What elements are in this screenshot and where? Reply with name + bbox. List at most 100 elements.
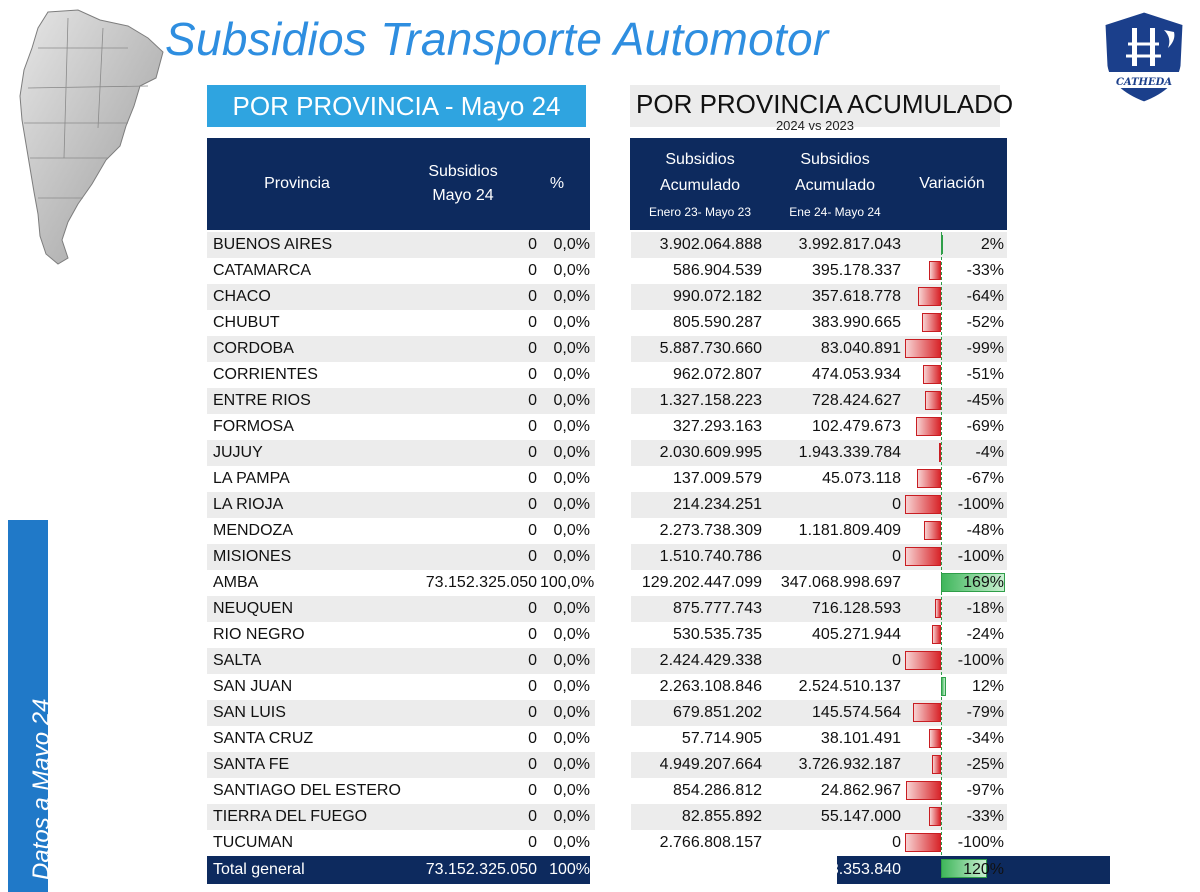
variation-bar [905,339,941,358]
cell-acumulado-2024: 55.147.000 [820,808,901,825]
total-pct: 100% [549,861,590,878]
row-bg-right [631,388,1007,414]
total-row: Total general 73.152.325.050 100% 165.64… [207,856,1110,884]
cell-acumulado-2024: 24.862.967 [820,782,901,799]
sidebar-label: Datos a Mayo 24 [28,698,55,880]
cell-pct: 0,0% [553,808,590,825]
cell-acumulado-2023: 679.851.202 [673,704,762,721]
left-table-header: Provincia Subsidios Mayo 24 % [207,138,590,230]
cell-provincia: SALTA [213,652,262,669]
header-subsidios-line1: Subsidios [428,163,498,180]
cell-acumulado-2023: 962.072.807 [673,366,762,383]
svg-text:CATHEDA: CATHEDA [1116,77,1172,88]
cell-pct: 0,0% [553,704,590,721]
cell-acumulado-2023: 4.949.207.664 [659,756,762,773]
cell-pct: 0,0% [553,496,590,513]
cell-subsidios: 0 [528,652,537,669]
cell-provincia: SANTA CRUZ [213,730,314,747]
cell-subsidios: 0 [528,262,537,279]
argentina-map-icon [19,9,164,265]
cell-acumulado-2024: 405.271.944 [812,626,901,643]
cell-acumulado-2023: 137.009.579 [673,470,762,487]
cell-pct: 0,0% [553,548,590,565]
cell-pct: 0,0% [553,678,590,695]
variation-bar [917,287,941,306]
cell-acumulado-2024: 395.178.337 [812,262,901,279]
right-subtitle: 2024 vs 2023 [775,118,855,133]
total-acumulado-2024: 364.393.353.840 [780,861,901,878]
cell-subsidios: 0 [528,444,537,461]
header-variacion: Variación [919,175,985,192]
header-col1-line3: Enero 23- Mayo 23 [648,205,752,219]
table-row: SAN JUAN 0 0,0% 2.263.108.846 2.524.510.137 1… [207,674,1007,700]
cell-variacion: -100% [957,652,1004,669]
table-row: MISIONES 0 0,0% 1.510.740.786 0 -100% [207,544,1007,570]
cell-pct: 100,0% [540,574,595,591]
cell-pct: 0,0% [553,626,590,643]
cell-acumulado-2023: 854.286.812 [673,782,762,799]
row-bg-left [207,700,595,726]
cell-subsidios: 0 [528,288,537,305]
cell-variacion: -33% [966,808,1004,825]
variation-bar [912,703,941,722]
variation-bar [905,547,941,566]
page-title: Subsidios Transporte Automotor [165,13,829,65]
row-bg-left [207,648,595,674]
row-bg-right [631,440,1007,466]
cell-pct: 0,0% [553,834,590,851]
cell-provincia: TUCUMAN [213,834,293,851]
row-bg-right [631,284,1007,310]
cell-provincia: SAN JUAN [213,678,293,695]
cell-acumulado-2023: 2.424.429.338 [659,652,762,669]
cell-subsidios: 0 [528,314,537,331]
cell-pct: 0,0% [553,288,590,305]
cell-provincia: TIERRA DEL FUEGO [213,808,368,825]
cell-pct: 0,0% [553,782,590,799]
cell-acumulado-2024: 45.073.118 [822,470,901,487]
cell-provincia: CHACO [213,288,271,305]
cell-pct: 0,0% [553,366,590,383]
cell-acumulado-2023: 5.887.730.660 [659,340,762,357]
table-row: TIERRA DEL FUEGO 0 0,0% 82.855.892 55.147.00… [207,804,1007,830]
cell-subsidios: 0 [528,600,537,617]
cell-subsidios: 0 [528,340,537,357]
header-col1-line1: Subsidios [665,151,735,168]
cell-provincia: CORRIENTES [213,366,318,383]
cell-variacion: 12% [971,678,1004,695]
variation-bar [934,599,941,618]
left-banner: POR PROVINCIA - Mayo 24 [207,85,586,127]
variation-bar [916,469,941,488]
cell-acumulado-2024: 38.101.491 [820,730,901,747]
cell-provincia: MENDOZA [213,522,293,539]
cell-pct: 0,0% [553,314,590,331]
cell-subsidios: 0 [528,808,537,825]
table-row: SANTA FE 0 0,0% 4.949.207.664 3.726.932.187 -… [207,752,1007,778]
cell-pct: 0,0% [553,444,590,461]
variation-bar [905,833,941,852]
cell-pct: 0,0% [553,600,590,617]
cell-acumulado-2023: 530.535.735 [673,626,762,643]
variation-bar [922,365,941,384]
cell-provincia: ENTRE RIOS [213,392,311,409]
table-row: RIO NEGRO 0 0,0% 530.535.735 405.271.944 -24% [207,622,1007,648]
variation-bar [905,651,941,670]
variation-axis [941,232,943,880]
cell-variacion: -67% [966,470,1004,487]
cell-acumulado-2023: 990.072.182 [673,288,762,305]
cell-provincia: CHUBUT [213,314,280,331]
cell-variacion: -99% [966,340,1004,357]
total-subsidios: 73.152.325.050 [425,861,537,878]
table-row: NEUQUEN 0 0,0% 875.777.743 716.128.593 -18% [207,596,1007,622]
cell-acumulado-2024: 102.479.673 [812,418,901,435]
cell-variacion: -69% [966,418,1004,435]
cell-acumulado-2024: 357.618.778 [812,288,901,305]
cell-provincia: LA PAMPA [213,470,290,487]
cell-acumulado-2024: 716.128.593 [812,600,901,617]
table-row: CHUBUT 0 0,0% 805.590.287 383.990.665 -52% [207,310,1007,336]
cell-provincia: MISIONES [213,548,292,565]
cell-variacion: -64% [966,288,1004,305]
cell-variacion: -4% [975,444,1004,461]
table-row: SAN LUIS 0 0,0% 679.851.202 145.574.564 -79% [207,700,1007,726]
cell-acumulado-2024: 145.574.564 [812,704,901,721]
table-row: CHACO 0 0,0% 990.072.182 357.618.778 -64% [207,284,1007,310]
